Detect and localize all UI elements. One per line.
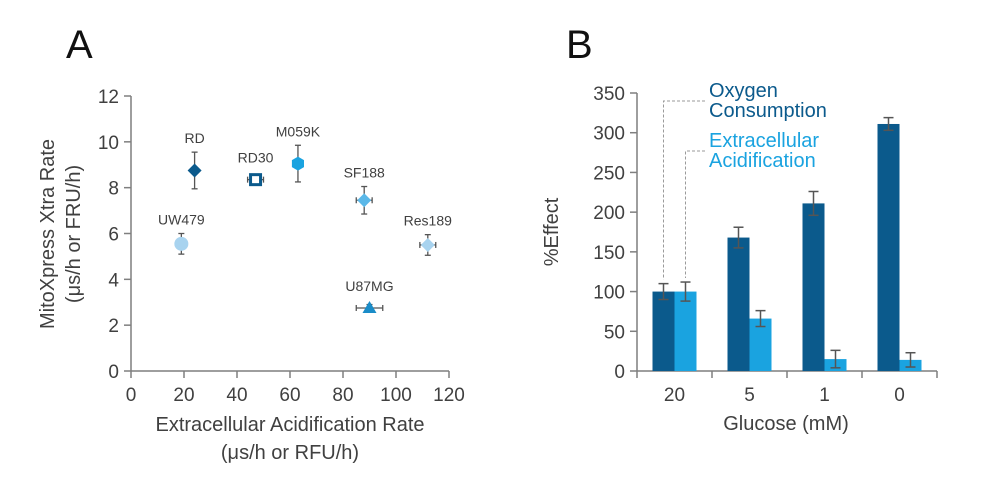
bar-group [652, 282, 675, 371]
point-marker [291, 156, 304, 171]
y-tick-label: 350 [593, 84, 625, 105]
bar-oxygen-consumption [652, 291, 675, 371]
point-label: RD30 [238, 150, 274, 166]
x-axis-title: Glucose (mM) [723, 413, 849, 435]
x-axis-title-units: (μs/h or RFU/h) [221, 442, 359, 464]
y-axis-title: %Effect [541, 197, 563, 266]
data-point-u87mg: U87MG [345, 278, 394, 313]
point-marker [420, 237, 435, 252]
x-tick-label: 20 [664, 385, 685, 406]
x-tick-label: 0 [126, 385, 137, 406]
point-label: Res189 [404, 213, 452, 229]
bar-group [727, 226, 750, 371]
data-point-res189: Res189 [404, 213, 452, 256]
legend-leader-line [663, 100, 705, 280]
point-marker [174, 236, 189, 251]
point-label: RD [184, 130, 204, 146]
y-tick-label: 100 [593, 283, 625, 304]
x-tick-label: 60 [279, 385, 300, 406]
x-tick-label: 1 [819, 385, 830, 406]
data-point-uw479: UW479 [158, 212, 205, 255]
y-tick-label: 0 [614, 362, 625, 383]
bar-group [824, 349, 847, 371]
legend-label: Acidification [709, 150, 816, 172]
data-point-rd: RD [184, 130, 205, 190]
y-axis-title-group: MitoXpress Xtra Rate (μs/h or FRU/h) [37, 139, 85, 329]
bar-group [674, 281, 697, 371]
y-tick-label: 300 [593, 124, 625, 145]
y-tick-label: 150 [593, 243, 625, 264]
data-point-sf188: SF188 [344, 165, 385, 215]
point-marker [187, 163, 202, 178]
x-tick-label: 120 [433, 385, 465, 406]
legend-leader-line [685, 150, 705, 279]
x-tick-label: 5 [744, 385, 755, 406]
point-marker [249, 173, 263, 187]
bar-group [749, 309, 772, 371]
y-tick-label: 4 [108, 270, 119, 291]
bar-extracellular-acidification [674, 291, 697, 371]
bar-chart: 0 50 100 150 200 250 300 350 20 5 1 0 Glucose (mM) %E… [541, 80, 938, 435]
panel-a-letter: A [66, 23, 93, 67]
y-axis-title-units: (μs/h or FRU/h) [63, 165, 85, 303]
point-label: SF188 [344, 165, 385, 181]
y-tick-label: 250 [593, 163, 625, 184]
data-point-m059k: M059K [276, 123, 321, 183]
y-tick-label: 6 [108, 225, 119, 246]
x-tick-label: 80 [332, 385, 353, 406]
x-axis-title: Extracellular Acidification Rate [155, 414, 424, 436]
bar-group [802, 190, 825, 371]
bar-oxygen-consumption [727, 237, 750, 371]
y-tick-label: 0 [108, 362, 119, 383]
legend-label: Consumption [709, 100, 827, 122]
y-axis-title: MitoXpress Xtra Rate [37, 139, 59, 329]
y-tick-label: 50 [604, 322, 625, 343]
legend-label: Oxygen [709, 80, 778, 102]
bar-oxygen-consumption [877, 123, 900, 371]
data-point-rd30: RD30 [238, 150, 274, 187]
x-tick-label: 0 [894, 385, 905, 406]
panel-b-letter: B [566, 23, 593, 67]
y-tick-label: 12 [98, 87, 119, 108]
point-label: M059K [276, 123, 321, 139]
bar-oxygen-consumption [802, 203, 825, 371]
point-marker [362, 300, 377, 313]
point-marker [357, 193, 372, 208]
y-tick-label: 10 [98, 133, 119, 154]
x-tick-label: 20 [173, 385, 194, 406]
x-tick-label: 100 [380, 385, 412, 406]
x-tick-label: 40 [226, 385, 247, 406]
y-tick-label: 2 [108, 316, 119, 337]
y-tick-label: 8 [108, 179, 119, 200]
point-label: U87MG [345, 278, 393, 294]
bar-group [877, 116, 900, 371]
bar-group [899, 351, 922, 371]
point-label: UW479 [158, 212, 205, 228]
y-tick-label: 200 [593, 203, 625, 224]
legend-label: Extracellular [709, 130, 819, 152]
bar-extracellular-acidification [749, 318, 772, 371]
